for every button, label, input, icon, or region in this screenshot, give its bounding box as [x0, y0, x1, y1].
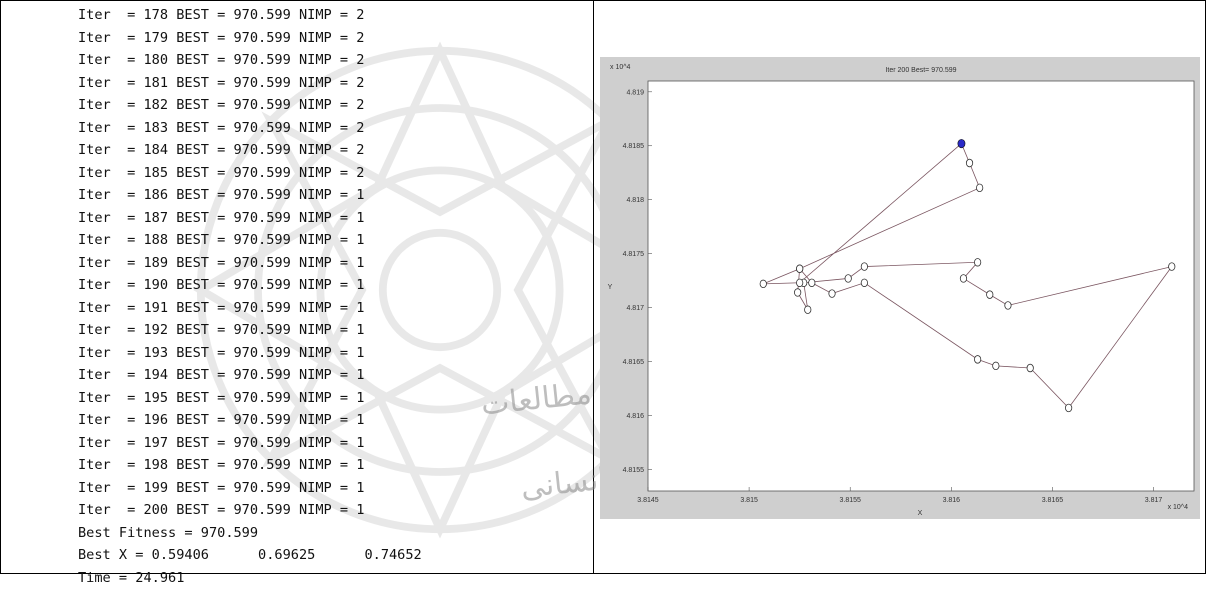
- console-line: Iter = 198 BEST = 970.599 NIMP = 1: [78, 454, 578, 477]
- console-line: Iter = 191 BEST = 970.599 NIMP = 1: [78, 297, 578, 320]
- console-line: Iter = 193 BEST = 970.599 NIMP = 1: [78, 342, 578, 365]
- city-point: [794, 289, 800, 297]
- console-line: Iter = 194 BEST = 970.599 NIMP = 1: [78, 364, 578, 387]
- console-line: Iter = 189 BEST = 970.599 NIMP = 1: [78, 252, 578, 275]
- city-point: [976, 184, 982, 192]
- city-point: [966, 159, 972, 167]
- city-point: [861, 263, 867, 271]
- city-point: [796, 265, 802, 273]
- console-line: Iter = 200 BEST = 970.599 NIMP = 1: [78, 499, 578, 522]
- console-line: Iter = 183 BEST = 970.599 NIMP = 2: [78, 117, 578, 140]
- console-line: Iter = 182 BEST = 970.599 NIMP = 2: [78, 94, 578, 117]
- x-tick-label: 3.8165: [1042, 497, 1064, 504]
- city-point: [805, 306, 811, 314]
- city-point: [760, 280, 766, 288]
- y-tick-label: 4.8165: [623, 359, 645, 366]
- console-line: Iter = 181 BEST = 970.599 NIMP = 2: [78, 72, 578, 95]
- plot-area: [648, 81, 1194, 491]
- city-point: [1169, 263, 1175, 271]
- y-tick-label: 4.8175: [623, 251, 645, 258]
- route-plot: Iter 200 Best= 970.599 x 10^4 x 10^4 X Y…: [600, 57, 1200, 519]
- x-tick-label: 3.8145: [637, 497, 659, 504]
- console-line: Iter = 199 BEST = 970.599 NIMP = 1: [78, 477, 578, 500]
- city-point: [796, 279, 802, 287]
- y-tick-label: 4.817: [626, 305, 644, 312]
- console-line: Iter = 190 BEST = 970.599 NIMP = 1: [78, 274, 578, 297]
- console-line: Best X = 0.59406 0.69625 0.74652: [78, 544, 578, 567]
- console-line: Iter = 185 BEST = 970.599 NIMP = 2: [78, 162, 578, 185]
- console-line: Iter = 196 BEST = 970.599 NIMP = 1: [78, 409, 578, 432]
- y-exponent-label: x 10^4: [610, 64, 631, 71]
- city-point: [809, 279, 815, 287]
- plot-window: Iter 200 Best= 970.599 x 10^4 x 10^4 X Y…: [600, 57, 1200, 519]
- console-line: Iter = 184 BEST = 970.599 NIMP = 2: [78, 139, 578, 162]
- console-line: Iter = 192 BEST = 970.599 NIMP = 1: [78, 319, 578, 342]
- console-line: Iter = 186 BEST = 970.599 NIMP = 1: [78, 184, 578, 207]
- console-line: Iter = 188 BEST = 970.599 NIMP = 1: [78, 229, 578, 252]
- y-tick-label: 4.816: [626, 413, 644, 420]
- x-axis-label: X: [918, 510, 923, 517]
- city-point: [1065, 404, 1071, 412]
- city-point: [829, 290, 835, 298]
- city-point: [974, 258, 980, 266]
- city-point: [960, 275, 966, 283]
- console-line: Iter = 179 BEST = 970.599 NIMP = 2: [78, 27, 578, 50]
- console-line: Time = 24.961: [78, 567, 578, 589]
- console-line: Iter = 178 BEST = 970.599 NIMP = 2: [78, 4, 578, 27]
- y-tick-label: 4.8155: [623, 467, 645, 474]
- console-line: Best Fitness = 970.599: [78, 522, 578, 545]
- city-point: [845, 275, 851, 283]
- x-tick-label: 3.817: [1145, 497, 1163, 504]
- console-line: Iter = 187 BEST = 970.599 NIMP = 1: [78, 207, 578, 230]
- console-line: Iter = 180 BEST = 970.599 NIMP = 2: [78, 49, 578, 72]
- city-point: [993, 362, 999, 370]
- city-point: [861, 279, 867, 287]
- city-point: [1005, 302, 1011, 310]
- city-point: [987, 291, 993, 299]
- console-line: Iter = 195 BEST = 970.599 NIMP = 1: [78, 387, 578, 410]
- x-tick-label: 3.8155: [840, 497, 862, 504]
- y-axis-label: Y: [608, 284, 613, 291]
- y-tick-label: 4.818: [626, 197, 644, 204]
- chart-title: Iter 200 Best= 970.599: [885, 67, 956, 74]
- start-city-point: [958, 139, 965, 147]
- console-line: Iter = 197 BEST = 970.599 NIMP = 1: [78, 432, 578, 455]
- x-tick-label: 3.815: [740, 497, 758, 504]
- city-point: [1027, 364, 1033, 372]
- y-tick-label: 4.819: [626, 89, 644, 96]
- x-exponent-label: x 10^4: [1168, 504, 1189, 511]
- city-point: [974, 356, 980, 364]
- y-tick-label: 4.8185: [623, 143, 645, 150]
- x-tick-label: 3.816: [943, 497, 961, 504]
